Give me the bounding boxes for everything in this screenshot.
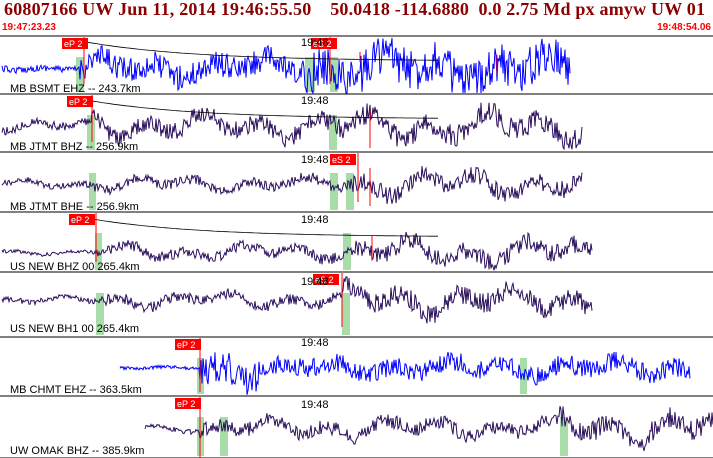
end-time: 19:48:54.06: [657, 22, 711, 33]
station-label: US NEW BH1 00 265.4km: [10, 323, 139, 335]
time-window-band: [87, 115, 95, 150]
time-window-band: [560, 417, 568, 456]
time-tick-label: 19:48: [301, 214, 329, 226]
time-window-band: [346, 173, 354, 210]
pick-label: eP 2: [69, 97, 87, 107]
start-time: 19:47:23.23: [2, 22, 56, 33]
time-tick-label: 19:48: [301, 337, 329, 349]
pick-flag[interactable]: [175, 398, 201, 409]
pick-flag[interactable]: [330, 154, 356, 165]
waveform-trace[interactable]: [1, 276, 593, 324]
event-title: 60807166 UW Jun 11, 2014 19:46:55.50 50.…: [4, 0, 713, 19]
pick-flag[interactable]: [62, 38, 88, 49]
time-window-band: [95, 233, 102, 270]
time-window-band: [330, 173, 338, 210]
time-window-band: [329, 115, 337, 150]
station-label: MB CHMT EHZ -- 363.5km: [10, 384, 142, 396]
station-label: MB JTMT BHZ -- 256.9km: [10, 141, 138, 153]
trace-panel[interactable]: eP 2 19:48 MB JTMT BHZ -- 256.9km: [0, 95, 713, 153]
pick-flag[interactable]: [67, 96, 93, 107]
trace-panel[interactable]: eS 219:48 US NEW BH1 00 265.4km: [0, 273, 713, 338]
pick-label: eP 2: [177, 340, 195, 350]
coda-curve: [69, 96, 438, 119]
trace-panel[interactable]: eP 2 19:48 UW OMAK BHZ -- 385.9km: [0, 397, 713, 458]
waveform-trace[interactable]: [1, 166, 583, 204]
coda-curve: [69, 214, 438, 237]
time-tick-label: 19:48: [301, 95, 329, 107]
event-header: 60807166 UW Jun 11, 2014 19:46:55.50 50.…: [0, 0, 713, 36]
pick-label: eS 2: [332, 155, 351, 165]
pick-label: eS 2: [313, 39, 332, 49]
time-window-band: [89, 173, 96, 210]
trace-panel[interactable]: eP 2 eS 219:48 MB BSMT EHZ -- 243.7km: [0, 37, 713, 95]
pick-flag[interactable]: [313, 274, 339, 285]
time-tick-label: 19:48: [301, 154, 329, 166]
time-window-band: [220, 417, 228, 456]
time-window-band: [96, 293, 104, 335]
waveform-trace[interactable]: [1, 102, 583, 151]
time-tick-label: 19:48: [301, 399, 329, 411]
time-tick-label: 19:48: [301, 37, 329, 49]
station-label: US NEW BHZ 00 265.4km: [10, 261, 140, 273]
pick-label: eP 2: [177, 399, 195, 409]
pick-flag[interactable]: [311, 38, 337, 49]
pick-label: eS 2: [315, 275, 334, 285]
waveform-trace[interactable]: [144, 406, 713, 452]
waveform-trace[interactable]: [1, 37, 571, 95]
pick-label: eP 2: [71, 215, 89, 225]
trace-panel[interactable]: eS 219:48 MB JTMT BHE -- 256.9km: [0, 153, 713, 213]
station-label: UW OMAK BHZ -- 385.9km: [10, 445, 144, 457]
pick-flag[interactable]: [175, 339, 201, 350]
waveform-trace[interactable]: [119, 351, 691, 395]
time-window-band: [330, 57, 338, 92]
pick-label: eP 2: [64, 39, 82, 49]
coda-curve: [69, 38, 438, 61]
station-label: MB JTMT BHE -- 256.9km: [10, 201, 139, 213]
trace-panel[interactable]: eP 2 19:48 MB CHMT EHZ -- 363.5km: [0, 337, 713, 397]
trace-panel[interactable]: eP 2 19:48 US NEW BHZ 00 265.4km: [0, 213, 713, 273]
time-tick-label: 19:48: [301, 276, 329, 288]
pick-flag[interactable]: [69, 214, 95, 225]
station-label: MB BSMT EHZ -- 243.7km: [10, 83, 141, 95]
time-window-band: [342, 293, 350, 335]
waveform-trace[interactable]: [1, 231, 593, 271]
